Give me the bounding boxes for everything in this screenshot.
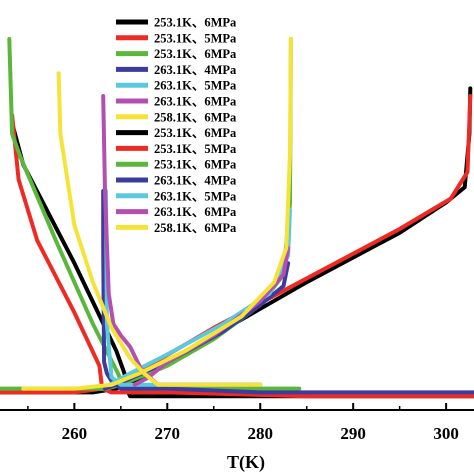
legend-label: 253.1K、6MPa: [154, 16, 237, 30]
series-line-3: [0, 94, 473, 395]
series-line-14: [21, 37, 293, 391]
series-layer: [0, 37, 474, 399]
legend-label: 263.1K、6MPa: [154, 95, 237, 109]
legend-label: 258.1K、6MPa: [154, 221, 237, 235]
x-axis-title: T(K): [227, 452, 265, 473]
legend-label: 253.1K、6MPa: [154, 158, 237, 172]
legend-label: 263.1K、4MPa: [154, 174, 237, 188]
x-axis: 260 270 280 290 300: [0, 403, 474, 443]
x-tick-label: 300: [433, 424, 459, 443]
legend-label: 263.1K、6MPa: [154, 205, 237, 219]
legend-label: 263.1K、4MPa: [154, 63, 237, 77]
legend: 253.1K、6MPa253.1K、5MPa253.1K、6MPa263.1K、…: [116, 16, 237, 235]
legend-label: 253.1K、6MPa: [154, 47, 237, 61]
legend-label: 253.1K、5MPa: [154, 142, 237, 156]
series-line-13: [56, 71, 263, 387]
x-tick-label: 270: [155, 424, 181, 443]
legend-label: 258.1K、6MPa: [154, 110, 237, 124]
series-line-2: [11, 124, 474, 399]
x-tick-label: 260: [62, 424, 88, 443]
x-tick-label: 290: [340, 424, 366, 443]
legend-label: 263.1K、5MPa: [154, 79, 237, 93]
legend-label: 253.1K、5MPa: [154, 31, 237, 45]
legend-label: 263.1K、5MPa: [154, 189, 237, 203]
series-line-4: [10, 113, 474, 399]
legend-label: 253.1K、6MPa: [154, 126, 237, 140]
x-tick-label: 280: [247, 424, 273, 443]
series-line-8: [103, 261, 291, 391]
